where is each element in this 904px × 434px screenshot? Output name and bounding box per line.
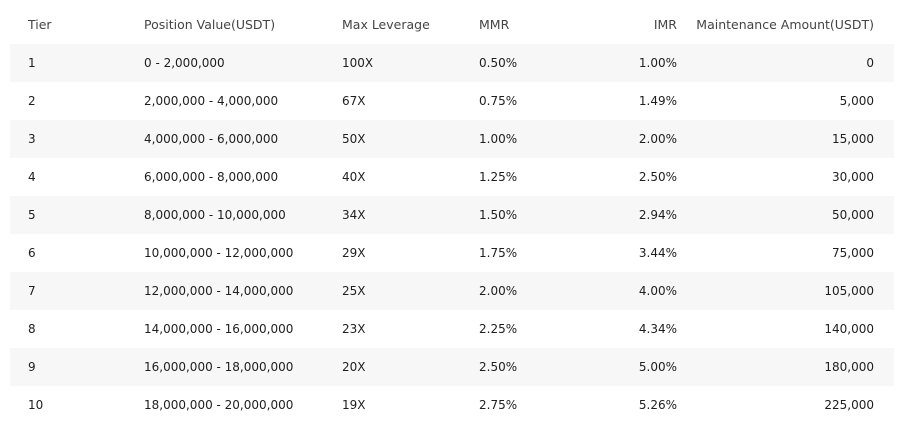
table-cell: 140,000	[824, 322, 874, 336]
table-cell: 50,000	[832, 208, 874, 222]
table-cell: 4.34%	[638, 322, 677, 336]
header-row: Tier Position Value(USDT) Max Leverage MMR I…	[10, 0, 894, 44]
table-cell: 0 - 2,000,000	[144, 56, 225, 70]
table-cell: 50X	[342, 132, 366, 146]
table-row: 2 2,000,000 - 4,000,000 67X 0.75% 1.49% 5,000	[10, 82, 894, 120]
column-header: IMR	[653, 17, 677, 32]
table-row: 10 18,000,000 - 20,000,000 19X 2.75% 5.26% 22…	[10, 386, 894, 424]
table-cell: 40X	[342, 170, 366, 184]
table-cell: 100X	[342, 56, 374, 70]
table-cell: 225,000	[824, 398, 874, 412]
table-cell: 1.00%	[479, 132, 518, 146]
table-cell: 0.50%	[479, 56, 518, 70]
table-cell: 2.50%	[638, 170, 677, 184]
table-cell: 2.50%	[479, 360, 518, 374]
table-row: 1 0 - 2,000,000 100X 0.50% 1.00% 0	[10, 44, 894, 82]
table-cell: 6,000,000 - 8,000,000	[144, 170, 279, 184]
table-cell: 25X	[342, 284, 366, 298]
column-header: Tier	[28, 17, 52, 32]
table-row: 9 16,000,000 - 18,000,000 20X 2.50% 5.00% 180…	[10, 348, 894, 386]
table-cell: 2	[28, 94, 36, 108]
table-cell: 9	[28, 360, 36, 374]
table-cell: 3	[28, 132, 36, 146]
table-cell: 16,000,000 - 18,000,000	[144, 360, 294, 374]
table-cell: 2,000,000 - 4,000,000	[144, 94, 279, 108]
table-row: 8 14,000,000 - 16,000,000 23X 2.25% 4.34% 140…	[10, 310, 894, 348]
table-cell: 34X	[342, 208, 366, 222]
table-cell: 2.94%	[638, 208, 677, 222]
table-cell: 2.75%	[479, 398, 518, 412]
column-header: Max Leverage	[342, 17, 430, 32]
table-cell: 2.00%	[638, 132, 677, 146]
table-cell: 4.00%	[638, 284, 677, 298]
table-row: 3 4,000,000 - 6,000,000 50X 1.00% 2.00% 15,00…	[10, 120, 894, 158]
column-header: Maintenance Amount(USDT)	[696, 17, 874, 32]
column-header: Position Value(USDT)	[144, 17, 276, 32]
table-cell: 5.00%	[638, 360, 677, 374]
table-cell: 8	[28, 322, 36, 336]
table-cell: 20X	[342, 360, 366, 374]
table-cell: 6	[28, 246, 36, 260]
table-cell: 10,000,000 - 12,000,000	[144, 246, 294, 260]
table-cell: 18,000,000 - 20,000,000	[144, 398, 294, 412]
table-cell: 8,000,000 - 10,000,000	[144, 208, 286, 222]
table-cell: 1.50%	[479, 208, 518, 222]
table-row: 7 12,000,000 - 14,000,000 25X 2.00% 4.00% 105…	[10, 272, 894, 310]
table-cell: 3.44%	[638, 246, 677, 260]
table-cell: 15,000	[832, 132, 874, 146]
table-cell: 29X	[342, 246, 366, 260]
table-cell: 1.75%	[479, 246, 518, 260]
table-cell: 1.25%	[479, 170, 518, 184]
table-row: 6 10,000,000 - 12,000,000 29X 1.75% 3.44% 75,…	[10, 234, 894, 272]
table-cell: 5	[28, 208, 36, 222]
table-cell: 19X	[342, 398, 366, 412]
table-cell: 7	[28, 284, 36, 298]
column-header: MMR	[479, 17, 510, 32]
table-cell: 4	[28, 170, 36, 184]
table-row: 4 6,000,000 - 8,000,000 40X 1.25% 2.50% 30,00…	[10, 158, 894, 196]
table-cell: 105,000	[824, 284, 874, 298]
table-cell: 1.00%	[638, 56, 677, 70]
table-cell: 23X	[342, 322, 366, 336]
table-cell: 2.00%	[479, 284, 518, 298]
table-cell: 180,000	[824, 360, 874, 374]
table-cell: 10	[28, 398, 44, 412]
table-cell: 1.49%	[638, 94, 677, 108]
table-cell: 30,000	[832, 170, 874, 184]
table-row: 5 8,000,000 - 10,000,000 34X 1.50% 2.94% 50,0…	[10, 196, 894, 234]
table-cell: 0.75%	[479, 94, 518, 108]
table-cell: 5,000	[839, 94, 874, 108]
table-cell: 2.25%	[479, 322, 518, 336]
table-cell: 4,000,000 - 6,000,000	[144, 132, 279, 146]
table-cell: 5.26%	[638, 398, 677, 412]
table-cell: 12,000,000 - 14,000,000	[144, 284, 294, 298]
table-cell: 1	[28, 56, 36, 70]
table-cell: 75,000	[832, 246, 874, 260]
table-cell: 0	[866, 56, 874, 70]
table-cell: 67X	[342, 94, 366, 108]
table-cell: 14,000,000 - 16,000,000	[144, 322, 294, 336]
